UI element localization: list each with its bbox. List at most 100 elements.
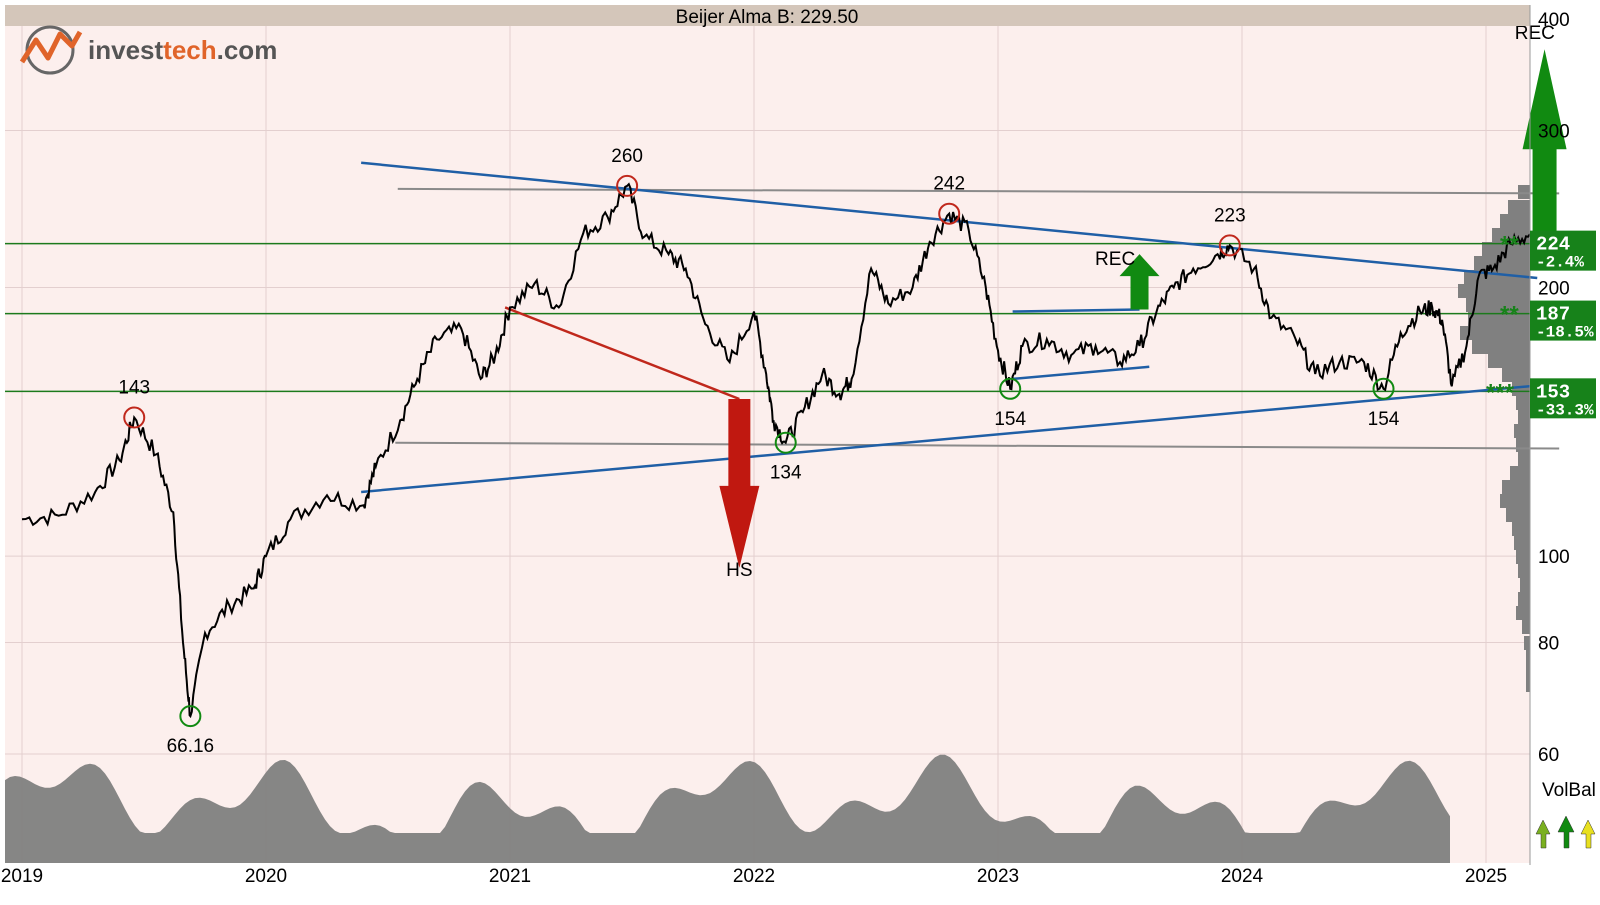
investtech-logo: investtech.com	[19, 25, 277, 75]
svg-text:investtech.com: investtech.com	[88, 35, 277, 65]
profile-bar-22	[1500, 494, 1530, 508]
support-badge-bg-2	[1530, 378, 1596, 419]
profile-bar-8	[1466, 298, 1530, 312]
hs-neckline	[504, 306, 740, 401]
profile-bar-30	[1516, 606, 1530, 620]
profile-bar-31	[1522, 620, 1530, 634]
support-badge-value-2: 153	[1536, 381, 1570, 403]
x-tick-label-2022: 2022	[733, 866, 775, 887]
point-label-2: 260	[611, 146, 643, 167]
volbal-arrow-up-icon-1	[1535, 819, 1551, 849]
rec-buy-arrow-small	[1119, 254, 1160, 310]
profile-bar-35	[1526, 678, 1530, 692]
x-tick-label-2019: 2019	[1, 866, 43, 887]
profile-bar-28	[1520, 578, 1530, 592]
support-badge-value-1: 187	[1536, 304, 1570, 326]
profile-bar-14	[1512, 382, 1530, 396]
profile-bar-24	[1512, 522, 1530, 536]
y-tick-label-100: 100	[1538, 547, 1570, 568]
volbal-arrow-up-icon-2	[1557, 815, 1575, 849]
profile-bar-34	[1526, 664, 1530, 678]
profile-bar-15	[1516, 396, 1530, 410]
trend-line-lower	[361, 382, 1557, 494]
x-tick-label-2020: 2020	[245, 866, 287, 887]
profile-bar-29	[1518, 592, 1530, 606]
rec-box-bottom	[1012, 365, 1150, 381]
profile-bar-2	[1500, 214, 1530, 228]
gray-rail-lower	[395, 441, 1560, 450]
profile-bar-17	[1514, 424, 1530, 438]
point-label-1: 66.16	[167, 736, 215, 757]
marker-circle-5	[999, 377, 1022, 400]
point-label-7: 154	[1368, 409, 1400, 430]
hs-sell-arrow	[719, 399, 760, 568]
x-tick-label-2021: 2021	[489, 866, 531, 887]
volbal-arrow-up-icon-3	[1580, 819, 1596, 849]
marker-circle-6	[1218, 234, 1241, 257]
support-badge-bg-1	[1530, 300, 1596, 341]
signal-arrows	[719, 49, 1567, 568]
gray-rail-upper	[397, 187, 1560, 195]
volume-balance-label: VolBal	[1542, 780, 1596, 801]
logo-text-tech: tech	[163, 35, 216, 65]
rec-buy-arrow-large	[1522, 49, 1567, 262]
volume-area	[5, 754, 1450, 863]
support-badge-bg-0	[1530, 230, 1596, 271]
plot-background	[5, 5, 1530, 863]
grid	[5, 18, 1530, 863]
profile-bar-21	[1502, 480, 1530, 494]
profile-bar-18	[1516, 438, 1530, 452]
profile-bar-25	[1514, 536, 1530, 550]
profile-bar-32	[1524, 636, 1530, 650]
y-tick-label-400: 400	[1538, 10, 1570, 31]
logo-text-com: .com	[217, 35, 278, 65]
profile-bar-27	[1518, 564, 1530, 578]
profile-bar-23	[1506, 508, 1530, 522]
x-axis: 2019 2020 2021 2022 2023 2024 2025	[1, 866, 1507, 887]
pattern-label-1: REC	[1095, 249, 1135, 270]
profile-bar-20	[1510, 466, 1530, 480]
support-badge-pct-2: -33.3%	[1536, 401, 1594, 419]
y-tick-label-80: 80	[1538, 634, 1559, 655]
logo-zigzag-icon	[19, 30, 83, 64]
support-stars-2: ***	[1486, 379, 1515, 406]
rec-box-top	[1012, 308, 1140, 313]
profile-bar-26	[1516, 550, 1530, 564]
marker-circle-7	[1372, 377, 1395, 400]
profile-bar-33	[1526, 650, 1530, 664]
profile-bar-13	[1502, 368, 1530, 382]
profile-bar-7	[1458, 284, 1530, 298]
profile-bar-19	[1518, 452, 1530, 466]
volume-layer	[5, 754, 1450, 863]
marker-circle-4	[938, 202, 961, 225]
point-label-3: 134	[770, 463, 802, 484]
support-badge-pct-1: -18.5%	[1536, 324, 1594, 342]
profile-bar-16	[1518, 410, 1530, 424]
trend-lines	[5, 161, 1560, 494]
support-stars-1: **	[1500, 302, 1519, 329]
point-label-5: 154	[994, 409, 1026, 430]
profile-bar-10	[1460, 326, 1530, 340]
chart-title: Beijer Alma B: 229.50	[676, 7, 859, 28]
pattern-label-0: REC	[1515, 23, 1555, 44]
x-tick-label-2023: 2023	[977, 866, 1019, 887]
marker-circle-3	[774, 431, 797, 454]
price-layer	[21, 182, 1531, 719]
y-tick-label-200: 200	[1538, 279, 1570, 300]
volume-balance-arrows	[1535, 815, 1596, 849]
y-tick-label-300: 300	[1538, 121, 1570, 142]
support-badge-pct-0: -2.4%	[1536, 254, 1584, 272]
profile-bar-11	[1472, 340, 1530, 354]
marker-circle-1	[179, 705, 202, 728]
logo-text-invest: invest	[88, 35, 163, 65]
y-axis: 400 300 200 100 80 60	[1538, 10, 1570, 766]
marker-circle-2	[616, 174, 639, 197]
profile-bar-9	[1468, 312, 1530, 326]
profile-bar-1	[1508, 200, 1530, 214]
profile-bar-0	[1518, 185, 1530, 199]
x-tick-label-2025: 2025	[1465, 866, 1507, 887]
support-badges: ** 224-2.4% ** 187-18.5% *** 153-33.3%	[1486, 230, 1596, 419]
support-badge-value-0: 224	[1536, 234, 1570, 256]
